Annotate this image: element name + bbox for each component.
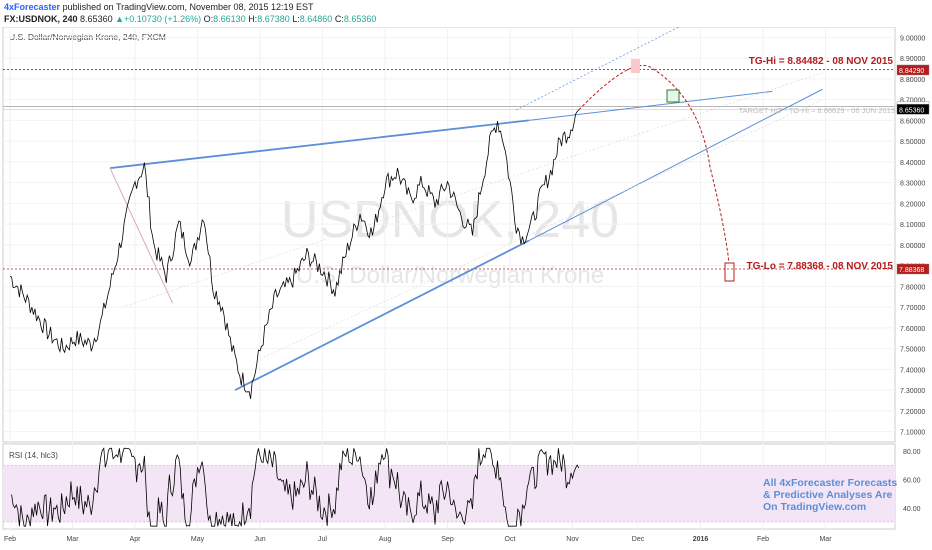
y-tick-label: 8.80000 (900, 77, 925, 84)
main-pane-frame (2, 27, 896, 443)
symbol-label: FX:USDNOK, 240 (4, 14, 78, 24)
y-tick-label: 7.60000 (900, 326, 925, 333)
promo-text-3: On TradingView.com (763, 501, 866, 513)
price-chart[interactable]: USDNOK, 240 U.S. Dollar/Norwegian Krone … (0, 27, 932, 550)
publish-line: 4xForecaster published on TradingView.co… (4, 1, 314, 13)
rsi-band (3, 465, 895, 522)
channel-line (259, 99, 823, 360)
target-hit-note: TARGET HIT - TG-Hi = 8.66629 - 06 JUN 20… (739, 106, 895, 115)
y-tick-label: 7.20000 (900, 409, 925, 416)
rsi-tick-label: 80.00 (903, 449, 921, 456)
watermark-symbol: USDNOK, 240 (281, 191, 619, 249)
channel-line (122, 72, 823, 308)
last-price: 8.65360 (80, 14, 113, 24)
publish-info: published on TradingView.com, November 0… (62, 2, 314, 12)
x-tick-label: Oct (505, 536, 516, 543)
x-tick-label: Nov (566, 536, 579, 543)
y-tick-label: 7.70000 (900, 305, 925, 312)
price-tag: 7.88368 (899, 267, 924, 274)
author-link[interactable]: 4xForecaster (4, 2, 61, 12)
forecast-lo-box (724, 262, 735, 282)
x-tick-label: Mar (819, 536, 832, 543)
trendline (234, 239, 530, 391)
y-tick-label: 7.30000 (900, 388, 925, 395)
x-tick-label: Apr (130, 536, 142, 543)
x-axis: Feb Mar Apr May Jun Jul Aug Sep Oct Nov Dec 2016 Feb… (4, 536, 832, 543)
y-tick-label: 7.80000 (900, 284, 925, 291)
watermark-name: U.S. Dollar/Norwegian Krone (296, 262, 604, 289)
low-value: 8.64860 (299, 14, 333, 24)
y-tick-label: 7.50000 (900, 347, 925, 354)
trendline (528, 90, 773, 121)
rsi-tick-label: 60.00 (903, 477, 921, 484)
trendline (109, 119, 529, 169)
grid (3, 27, 895, 529)
price-tag: 8.84290 (899, 68, 924, 75)
trendline (528, 88, 823, 242)
tg-lo-label: TG-Lo = 7.88368 - 08 NOV 2015 (747, 261, 894, 272)
y-tick-label: 8.50000 (900, 139, 925, 146)
x-tick-label: Feb (757, 536, 769, 543)
price-line (9, 109, 580, 399)
price-series (9, 109, 580, 399)
y-tick-label: 9.00000 (900, 35, 925, 42)
trendlines[interactable] (109, 27, 823, 391)
x-tick-label: Dec (632, 536, 645, 543)
y-tick-label: 8.30000 (900, 181, 925, 188)
retrace-line (109, 167, 173, 304)
close-label: C: (334, 14, 344, 24)
rsi-axis: 40.00 60.00 80.00 (3, 449, 921, 523)
price-tag-box (896, 104, 930, 115)
low-label: L: (292, 14, 300, 24)
high-value: 8.67380 (257, 14, 290, 24)
y-tick-label: 8.90000 (900, 56, 925, 63)
y-tick-label: 8.00000 (900, 243, 925, 250)
tg-hi-label: TG-Hi = 8.84482 - 08 NOV 2015 (749, 56, 894, 67)
target-levels (3, 69, 895, 270)
target-hit-box (666, 89, 680, 103)
chart-header: 4xForecaster published on TradingView.co… (0, 0, 932, 28)
price-change: +0.10730 (+1.26%) (124, 14, 202, 24)
close-value: 8.65360 (343, 14, 377, 24)
price-tag-box (896, 263, 930, 275)
rsi-line (11, 447, 580, 527)
channel-line (516, 27, 679, 111)
x-tick-label: Aug (379, 536, 392, 543)
promo-text: All 4xForecaster Forecasts (763, 477, 897, 489)
up-arrow-icon: ▲ (115, 14, 125, 24)
price-tag: 8.65360 (899, 107, 924, 114)
chart-background (0, 27, 932, 550)
y-tick-label: 7.10000 (900, 430, 925, 437)
x-tick-label: Mar (66, 536, 79, 543)
rsi-tick-label: 40.00 (903, 506, 921, 513)
high-label: H: (248, 14, 258, 24)
x-tick-label: May (191, 536, 205, 543)
open-label: O: (203, 14, 214, 24)
open-value: 8.66130 (213, 14, 246, 24)
y-tick-label: 8.10000 (900, 222, 925, 229)
forecast-hi-box (631, 59, 640, 73)
x-tick-label: Sep (441, 536, 454, 543)
y-axis: 7.10000 7.20000 7.30000 7.40000 7.50000 7.600… (900, 35, 925, 436)
y-tick-label: 7.40000 (900, 367, 925, 374)
price-tag-box (896, 64, 930, 76)
promo-text-2: & Predictive Analyses Are (763, 489, 893, 501)
y-tick-label: 8.60000 (900, 118, 925, 125)
rsi-label: RSI (14, hlc3) (9, 451, 58, 460)
ohlc-line: FX:USDNOK, 240 8.65360 ▲+0.10730 (+1.26%… (4, 13, 376, 25)
y-tick-label: 8.40000 (900, 160, 925, 167)
x-tick-label: Feb (4, 536, 16, 543)
x-tick-label: Jul (318, 536, 327, 543)
x-tick-label: 2016 (693, 536, 709, 543)
x-tick-label: Jun (254, 536, 265, 543)
y-tick-label: 8.20000 (900, 201, 925, 208)
y-tick-label: 8.70000 (900, 98, 925, 105)
